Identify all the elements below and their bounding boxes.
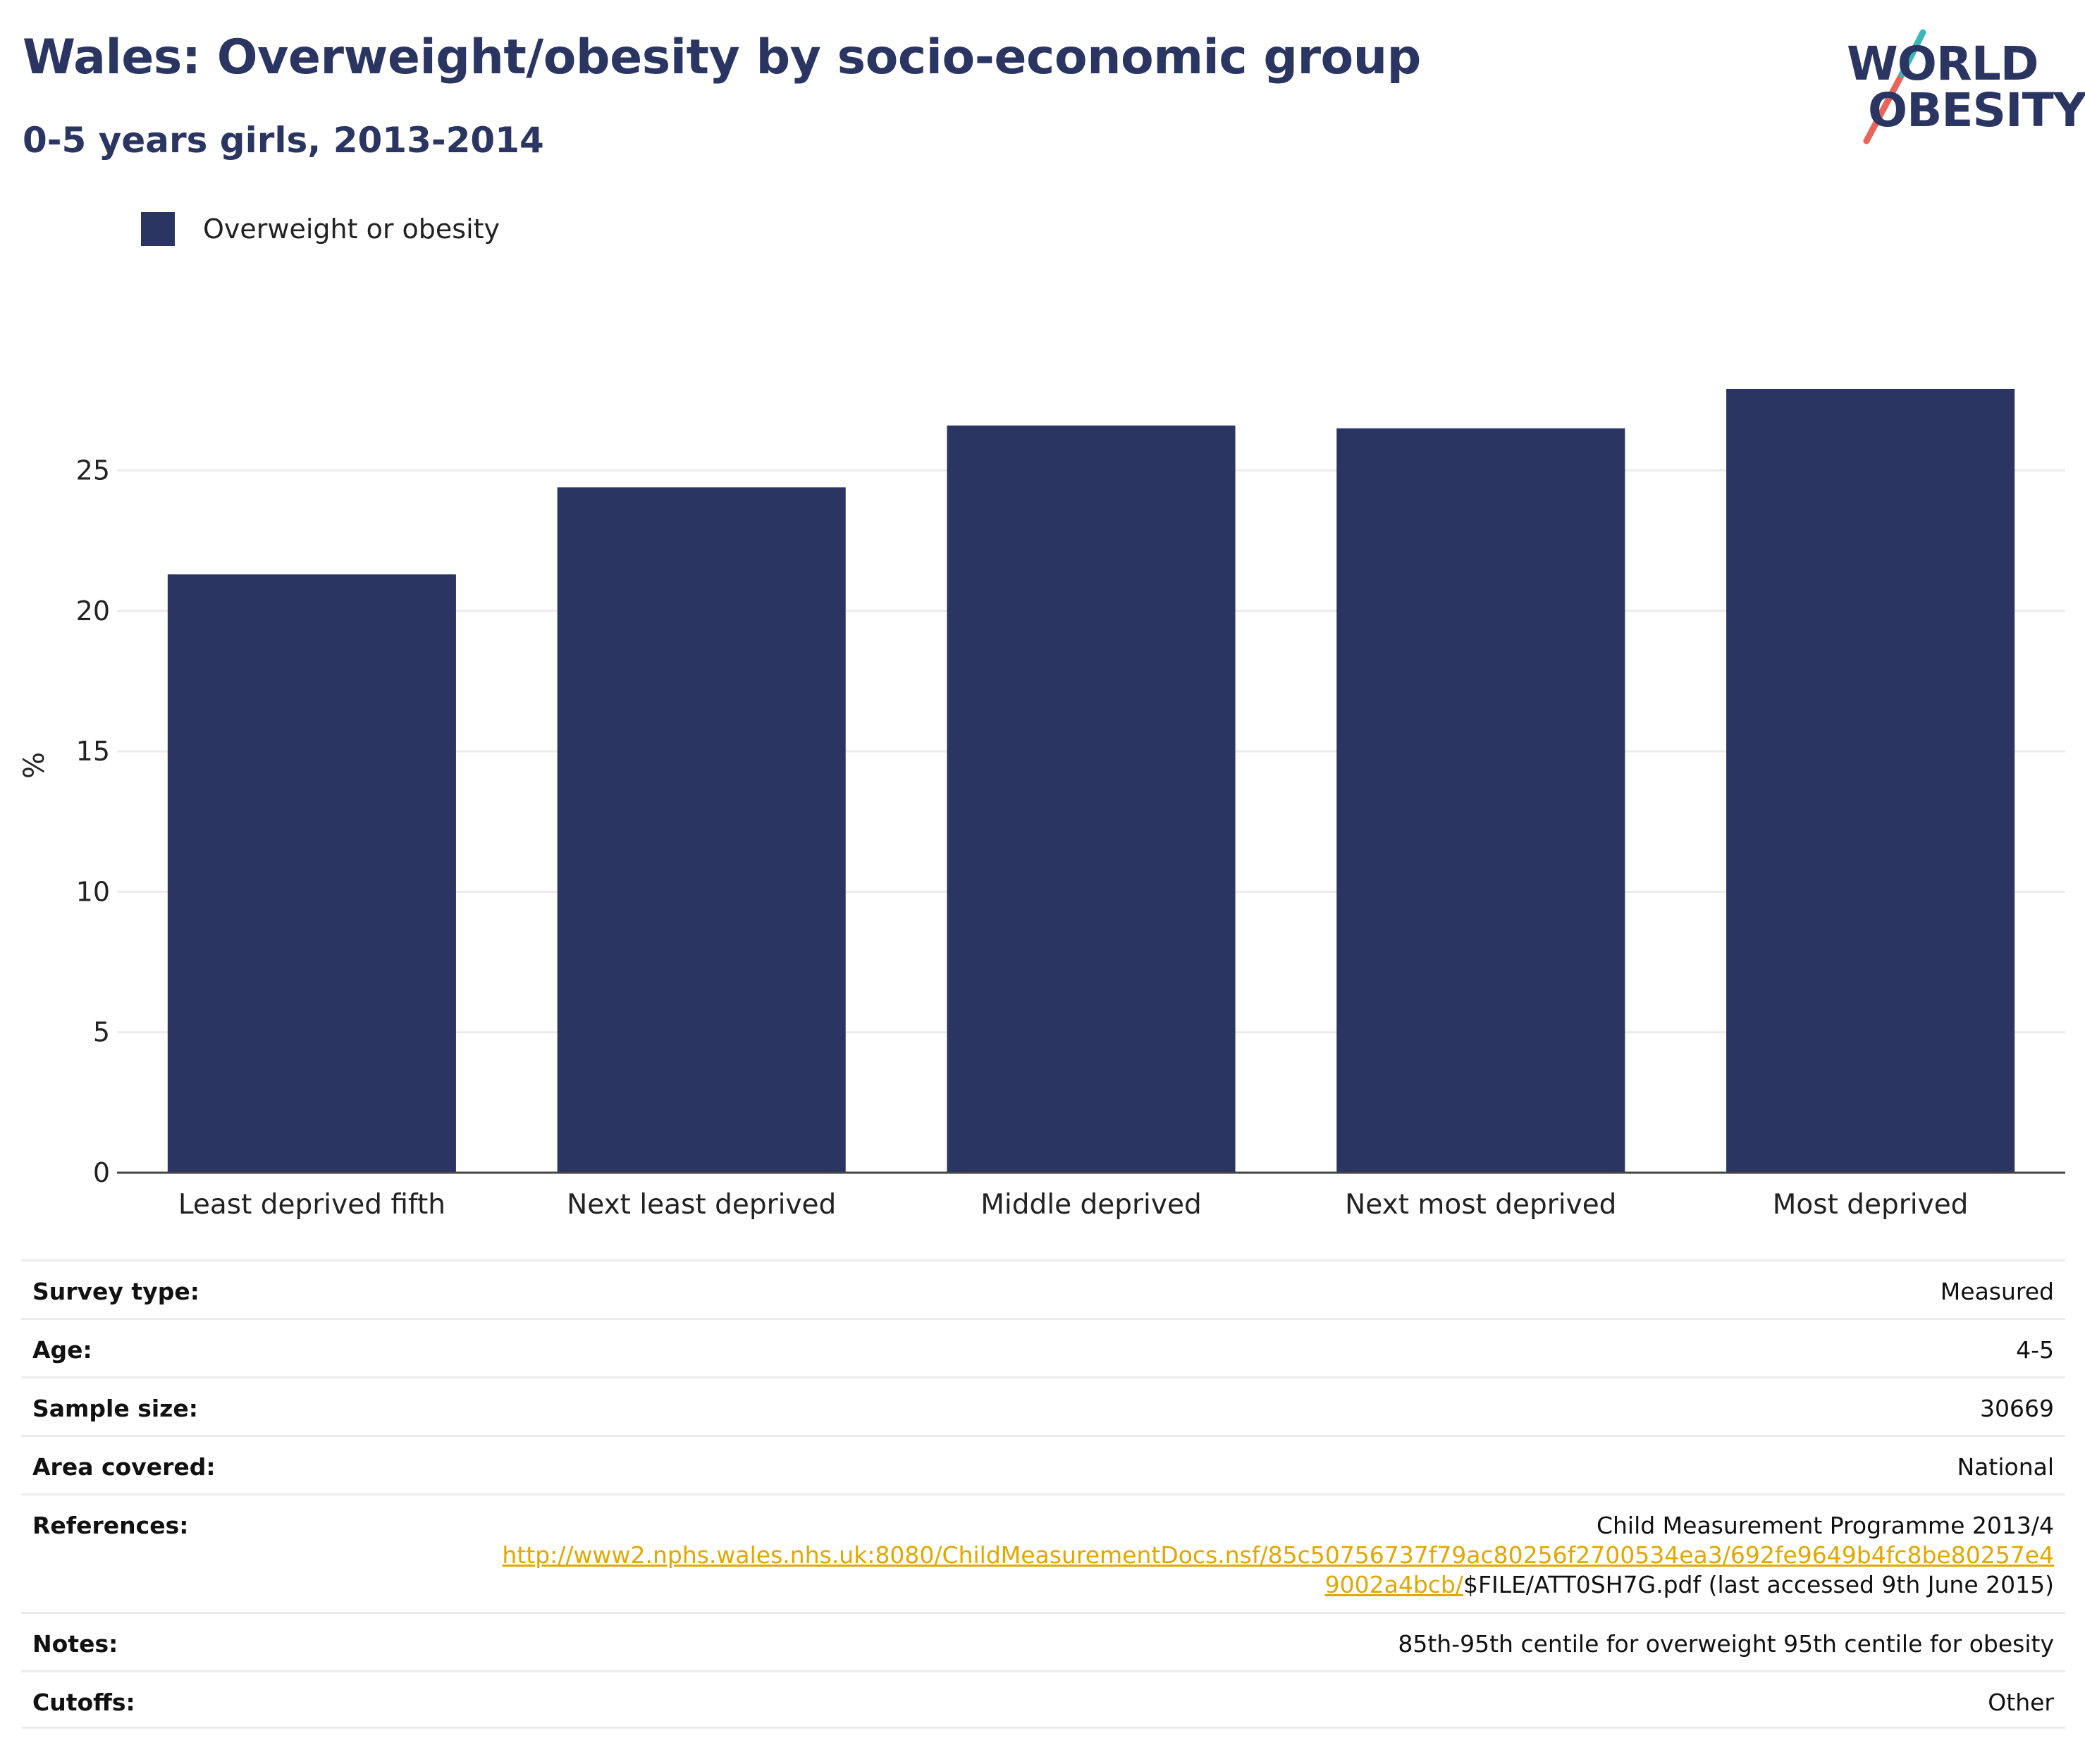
references-link-continued[interactable]: 9002a4bcb/	[1324, 1571, 1463, 1598]
y-tick-label: 20	[76, 596, 110, 627]
info-row-notes: Notes: 85th-95th centile for overweight …	[21, 1612, 2065, 1670]
y-tick-label: 25	[76, 455, 110, 486]
info-row-cutoffs: Cutoffs: Other	[21, 1670, 2065, 1729]
references-link[interactable]: http://www2.nphs.wales.nhs.uk:8080/Child…	[502, 1541, 2054, 1569]
info-row-sample-size: Sample size: 30669	[21, 1376, 2065, 1435]
bar	[1336, 428, 1625, 1173]
logo-text-obesity: OBESITY	[1868, 83, 2085, 137]
bar	[557, 487, 846, 1173]
bar-chart: 0 5 10 15 20 25 Least deprived fifth Next least…	[18, 388, 2065, 1221]
x-tick-label: Most deprived	[1773, 1189, 1969, 1221]
area-covered-value: National	[1957, 1453, 2054, 1481]
references-label: References:	[32, 1512, 189, 1539]
bar	[1726, 388, 2015, 1173]
info-row-age: Age: 4-5	[21, 1318, 2065, 1376]
y-tick-label: 5	[93, 1017, 110, 1048]
bar	[167, 574, 456, 1173]
chart-subtitle: 0-5 years girls, 2013-2014	[23, 120, 544, 161]
y-tick-label: 0	[93, 1157, 110, 1188]
chart-title: Wales: Overweight/obesity by socio-econo…	[23, 30, 1421, 85]
cutoffs-value: Other	[1988, 1689, 2054, 1716]
logo-text-world: WORLD	[1847, 37, 2039, 91]
area-covered-label: Area covered:	[32, 1453, 216, 1481]
x-tick-label: Next least deprived	[567, 1189, 836, 1221]
info-row-area-covered: Area covered: National	[21, 1435, 2065, 1493]
age-value: 4-5	[2016, 1336, 2054, 1364]
world-obesity-logo[interactable]: WORLD OBESITY	[1840, 20, 2085, 147]
y-tick-label: 15	[76, 736, 110, 767]
y-axis-label: %	[18, 752, 51, 779]
references-suffix: $FILE/ATT0SH7G.pdf (last accessed 9th Ju…	[1463, 1571, 2054, 1598]
sample-size-label: Sample size:	[32, 1395, 198, 1422]
x-tick-label: Middle deprived	[980, 1189, 1201, 1221]
legend-swatch	[141, 212, 175, 246]
references-source: Child Measurement Programme 2013/4	[1596, 1512, 2054, 1539]
bar	[947, 425, 1236, 1173]
survey-type-label: Survey type:	[32, 1278, 199, 1305]
age-label: Age:	[32, 1336, 92, 1364]
info-row-references: References: Child Measurement Programme …	[21, 1493, 2065, 1612]
x-tick-label: Least deprived fifth	[178, 1189, 445, 1221]
sample-size-value: 30669	[1980, 1395, 2054, 1422]
legend-label: Overweight or obesity	[203, 214, 500, 245]
info-table: Survey type: Measured Age: 4-5 Sample si…	[21, 1259, 2065, 1729]
cutoffs-label: Cutoffs:	[32, 1689, 135, 1716]
x-tick-label: Next most deprived	[1345, 1189, 1616, 1221]
notes-label: Notes:	[32, 1630, 118, 1658]
legend[interactable]: Overweight or obesity	[141, 211, 500, 247]
references-value: Child Measurement Programme 2013/4 http:…	[502, 1495, 2054, 1600]
info-row-survey-type: Survey type: Measured	[21, 1259, 2065, 1318]
survey-type-value: Measured	[1940, 1278, 2054, 1305]
y-tick-label: 10	[76, 876, 110, 907]
logo-slash-icon	[1863, 29, 1926, 144]
notes-value: 85th-95th centile for overweight 95th ce…	[1398, 1630, 2054, 1658]
